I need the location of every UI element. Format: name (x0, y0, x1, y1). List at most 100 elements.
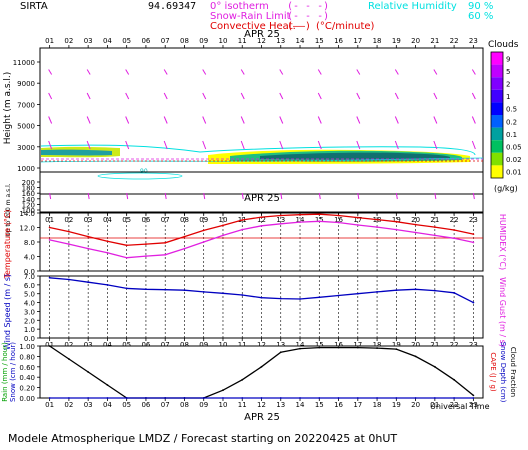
data-point (183, 397, 186, 399)
snow-axis-label: Snow (cm / hour) (9, 342, 17, 402)
data-point (87, 397, 90, 399)
data-point (279, 222, 282, 225)
wind-arrow (240, 140, 245, 150)
wind-arrow (433, 69, 438, 75)
hour-label: 18 (373, 341, 382, 349)
data-point (183, 289, 186, 292)
data-point (279, 214, 282, 217)
y-tick-label: 7.0 (24, 273, 35, 281)
wind-arrow (433, 92, 438, 100)
hour-label: 20 (411, 216, 420, 224)
y-tick-label: 180 (22, 185, 35, 193)
wind-arrow (48, 92, 53, 100)
hour-label: 15 (315, 341, 324, 349)
rh-60-label: 60 % (468, 11, 493, 22)
rh-90-label: 90 % (468, 1, 493, 12)
temperature-panel: APR 25 010203040506070809101112131415161… (3, 193, 507, 280)
hour-label: 10 (219, 216, 228, 224)
data-point (299, 221, 301, 224)
data-point (222, 389, 224, 392)
hour-label: 10 (219, 37, 228, 45)
wind-arrow (471, 116, 476, 124)
data-point (453, 291, 456, 294)
data-point (222, 397, 224, 399)
hour-label: 14 (296, 37, 305, 45)
wind-speed-axis-label: Wind Speed (m / s) (3, 274, 12, 350)
colorbar-label: 2 (506, 81, 510, 89)
wind-arrow (318, 192, 321, 200)
hour-label: 07 (161, 341, 170, 349)
hour-label: 22 (450, 341, 459, 349)
wind-arrow (433, 140, 438, 150)
humidex-axis-label: HUMIDEX (°C) (498, 214, 507, 270)
hour-label: 08 (180, 37, 189, 45)
data-point (106, 251, 109, 254)
hour-label: 20 (411, 341, 420, 349)
data-point (318, 213, 321, 216)
y-tick-label: 8.0 (24, 239, 35, 247)
data-point (106, 384, 109, 386)
hour-label: 16 (334, 216, 343, 224)
hour-label: 10 (219, 341, 228, 349)
y-tick-label: 1.00 (19, 343, 35, 351)
hour-label: 15 (315, 216, 324, 224)
wind-arrow (472, 192, 475, 200)
y-tick-label: 7000 (17, 101, 35, 109)
data-point (356, 292, 359, 295)
wind-gust-axis-label: Wind Gust (m / s) (498, 277, 507, 347)
y-tick-label: 11000 (13, 59, 35, 67)
hour-label: 01 (45, 341, 54, 349)
hour-label: 12 (257, 401, 266, 409)
hour-label: 20 (411, 401, 420, 409)
hour-label: 08 (180, 401, 189, 409)
wind-arrows (48, 69, 476, 200)
data-point (395, 348, 398, 351)
hour-label: 16 (334, 401, 343, 409)
data-point (202, 241, 205, 243)
hour-label: 15 (315, 37, 324, 45)
data-point (376, 397, 378, 399)
hour-label: 09 (199, 216, 208, 224)
data-point (87, 247, 90, 250)
wind-arrow (163, 69, 168, 75)
wind-arrow (164, 192, 167, 200)
wind-arrow (280, 192, 283, 200)
data-point (395, 220, 398, 223)
data-point (145, 397, 147, 399)
data-point (414, 223, 417, 226)
data-point (145, 243, 147, 245)
colorbar-swatch (491, 165, 503, 178)
wind-arrow (86, 140, 91, 150)
data-point (318, 397, 321, 399)
wind-arrow (49, 192, 52, 200)
y-tick-label: 140 (22, 196, 35, 204)
data-point (414, 355, 417, 358)
data-point (318, 296, 321, 299)
wind-arrow (125, 116, 130, 124)
hour-label: 02 (64, 216, 73, 224)
data-point (337, 294, 340, 297)
data-point (106, 283, 109, 286)
wind-arrow (357, 192, 360, 200)
hour-label: 22 (450, 216, 459, 224)
data-point (260, 296, 263, 299)
isotherm-label: 0° isotherm (210, 1, 269, 12)
colorbar-label: 9 (506, 55, 510, 63)
hour-label: 09 (199, 401, 208, 409)
hour-label: 21 (430, 37, 439, 45)
hour-label: 11 (238, 341, 247, 349)
data-point (202, 229, 205, 232)
data-point (164, 241, 167, 244)
data-point (125, 397, 128, 399)
hour-label: 05 (122, 37, 131, 45)
data-point (67, 358, 70, 360)
snow-depth-axis-label: Snow Depth (cm) (499, 342, 507, 403)
data-point (453, 229, 456, 231)
data-point (48, 239, 51, 241)
hour-label: 06 (141, 37, 150, 45)
data-point (87, 281, 90, 284)
hour-label: 12 (257, 216, 266, 224)
hour-label: 06 (141, 216, 150, 224)
